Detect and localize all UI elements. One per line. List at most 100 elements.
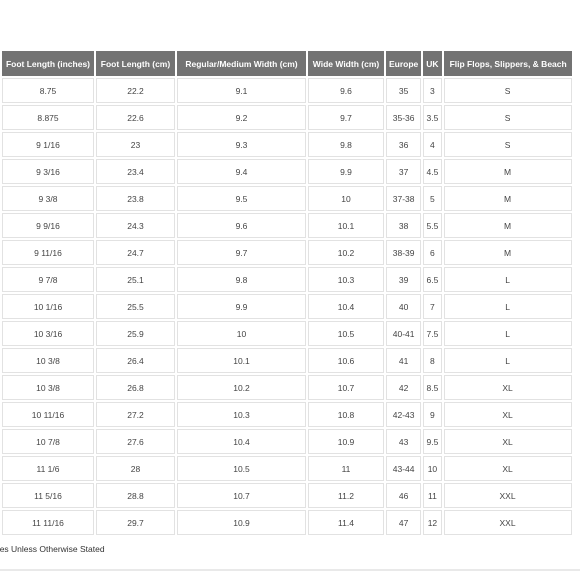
bottom-divider xyxy=(0,569,580,571)
table-row: 10 7/8 27.6 10.4 10.9 43 9.5 XL xyxy=(0,429,572,454)
cell-foot-length-inches: 10 1/16 xyxy=(2,294,94,319)
cell-regular-width: 9.7 xyxy=(177,240,306,265)
cell-wide-width: 10 xyxy=(308,186,384,211)
cell-europe: 40 xyxy=(386,294,422,319)
cell-regular-width: 10.9 xyxy=(177,510,306,535)
table-row: 9 1/16 23 9.3 9.8 36 4 S xyxy=(0,132,572,157)
cell-foot-length-cm: 22.6 xyxy=(96,105,175,130)
cell-flip-flops-size: XL xyxy=(443,456,572,481)
cell-wide-width: 11.4 xyxy=(308,510,384,535)
cell-wide-width: 11 xyxy=(308,456,384,481)
cell-europe: 42 xyxy=(386,375,422,400)
cell-foot-length-cm: 25.9 xyxy=(96,321,175,346)
cell-regular-width: 10.5 xyxy=(177,456,306,481)
cell-europe: 43 xyxy=(386,429,422,454)
cell-foot-length-inches: 10 3/16 xyxy=(2,321,94,346)
cell-foot-length-inches: 11 5/16 xyxy=(2,483,94,508)
cell-foot-length-inches: 10 3/8 xyxy=(2,348,94,373)
cell-foot-length-inches: 8.75 xyxy=(2,78,94,103)
cell-regular-width: 9.4 xyxy=(177,159,306,184)
cell-uk: 7.5 xyxy=(423,321,442,346)
cell-foot-length-cm: 26.8 xyxy=(96,375,175,400)
cell-flip-flops-size: XL xyxy=(443,375,572,400)
cell-regular-width: 9.6 xyxy=(177,213,306,238)
cell-uk: 6 xyxy=(423,240,442,265)
cell-regular-width: 10.2 xyxy=(177,375,306,400)
cell-regular-width: 10.1 xyxy=(177,348,306,373)
cell-regular-width: 9.9 xyxy=(177,294,306,319)
cell-foot-length-cm: 27.2 xyxy=(96,402,175,427)
table-row: 11 5/16 28.8 10.7 11.2 46 11 XXL xyxy=(0,483,572,508)
cell-uk: 11 xyxy=(423,483,442,508)
header-row: Foot Length (inches) Foot Length (cm) Re… xyxy=(0,51,572,76)
table-row: 9 9/16 24.3 9.6 10.1 38 5.5 M xyxy=(0,213,572,238)
cell-flip-flops-size: S xyxy=(443,78,572,103)
cell-wide-width: 10.6 xyxy=(308,348,384,373)
cell-wide-width: 9.7 xyxy=(308,105,384,130)
cell-europe: 37 xyxy=(386,159,422,184)
cell-foot-length-cm: 23.4 xyxy=(96,159,175,184)
cell-foot-length-cm: 29.7 xyxy=(96,510,175,535)
footnote: nches Unless Otherwise Stated xyxy=(0,544,105,554)
cell-europe: 36 xyxy=(386,132,422,157)
cell-foot-length-inches: 10 3/8 xyxy=(2,375,94,400)
cell-regular-width: 10.3 xyxy=(177,402,306,427)
cell-foot-length-inches: 9 3/16 xyxy=(2,159,94,184)
cell-foot-length-cm: 27.6 xyxy=(96,429,175,454)
cell-europe: 40-41 xyxy=(386,321,422,346)
cell-uk: 9.5 xyxy=(423,429,442,454)
cell-foot-length-inches: 9 3/8 xyxy=(2,186,94,211)
cell-foot-length-inches: 9 1/16 xyxy=(2,132,94,157)
cell-flip-flops-size: L xyxy=(443,267,572,292)
cell-wide-width: 9.9 xyxy=(308,159,384,184)
table-row: 9 3/8 23.8 9.5 10 37-38 5 M xyxy=(0,186,572,211)
cell-foot-length-inches: 10 7/8 xyxy=(2,429,94,454)
cell-foot-length-cm: 25.5 xyxy=(96,294,175,319)
header-cell-foot-length-inches: Foot Length (inches) xyxy=(2,51,94,76)
size-chart-wrapper: Foot Length (inches) Foot Length (cm) Re… xyxy=(0,49,574,537)
cell-uk: 7 xyxy=(423,294,442,319)
table-row: 9 11/16 24.7 9.7 10.2 38-39 6 M xyxy=(0,240,572,265)
cell-uk: 8 xyxy=(423,348,442,373)
table-row: 10 3/8 26.4 10.1 10.6 41 8 L xyxy=(0,348,572,373)
cell-uk: 10 xyxy=(423,456,442,481)
cell-flip-flops-size: L xyxy=(443,348,572,373)
table-row: 10 3/8 26.8 10.2 10.7 42 8.5 XL xyxy=(0,375,572,400)
cell-uk: 6.5 xyxy=(423,267,442,292)
cell-wide-width: 10.3 xyxy=(308,267,384,292)
cell-europe: 42-43 xyxy=(386,402,422,427)
cell-flip-flops-size: XXL xyxy=(443,483,572,508)
cell-foot-length-cm: 24.7 xyxy=(96,240,175,265)
cell-foot-length-cm: 23.8 xyxy=(96,186,175,211)
table-body: 8.75 22.2 9.1 9.6 35 3 S 8.875 22.6 9.2 9.7 35-36 3.… xyxy=(0,78,572,535)
cell-wide-width: 11.2 xyxy=(308,483,384,508)
cell-foot-length-cm: 24.3 xyxy=(96,213,175,238)
size-chart-table: Foot Length (inches) Foot Length (cm) Re… xyxy=(0,49,574,537)
header-cell-foot-length-cm: Foot Length (cm) xyxy=(96,51,175,76)
cell-uk: 5.5 xyxy=(423,213,442,238)
cell-wide-width: 9.6 xyxy=(308,78,384,103)
cell-flip-flops-size: XL xyxy=(443,429,572,454)
cell-europe: 35 xyxy=(386,78,422,103)
table-row: 10 3/16 25.9 10 10.5 40-41 7.5 L xyxy=(0,321,572,346)
cell-wide-width: 10.8 xyxy=(308,402,384,427)
cell-wide-width: 10.9 xyxy=(308,429,384,454)
cell-europe: 38-39 xyxy=(386,240,422,265)
cell-europe: 46 xyxy=(386,483,422,508)
cell-flip-flops-size: M xyxy=(443,159,572,184)
cell-foot-length-inches: 9 9/16 xyxy=(2,213,94,238)
table-row: 10 1/16 25.5 9.9 10.4 40 7 L xyxy=(0,294,572,319)
cell-europe: 43-44 xyxy=(386,456,422,481)
cell-flip-flops-size: XXL xyxy=(443,510,572,535)
cell-foot-length-cm: 23 xyxy=(96,132,175,157)
cell-foot-length-inches: 9 11/16 xyxy=(2,240,94,265)
cell-flip-flops-size: M xyxy=(443,240,572,265)
cell-europe: 38 xyxy=(386,213,422,238)
cell-uk: 12 xyxy=(423,510,442,535)
cell-uk: 8.5 xyxy=(423,375,442,400)
cell-regular-width: 10 xyxy=(177,321,306,346)
cell-foot-length-inches: 11 11/16 xyxy=(2,510,94,535)
cell-regular-width: 9.8 xyxy=(177,267,306,292)
cell-regular-width: 9.3 xyxy=(177,132,306,157)
table-row: 9 3/16 23.4 9.4 9.9 37 4.5 M xyxy=(0,159,572,184)
